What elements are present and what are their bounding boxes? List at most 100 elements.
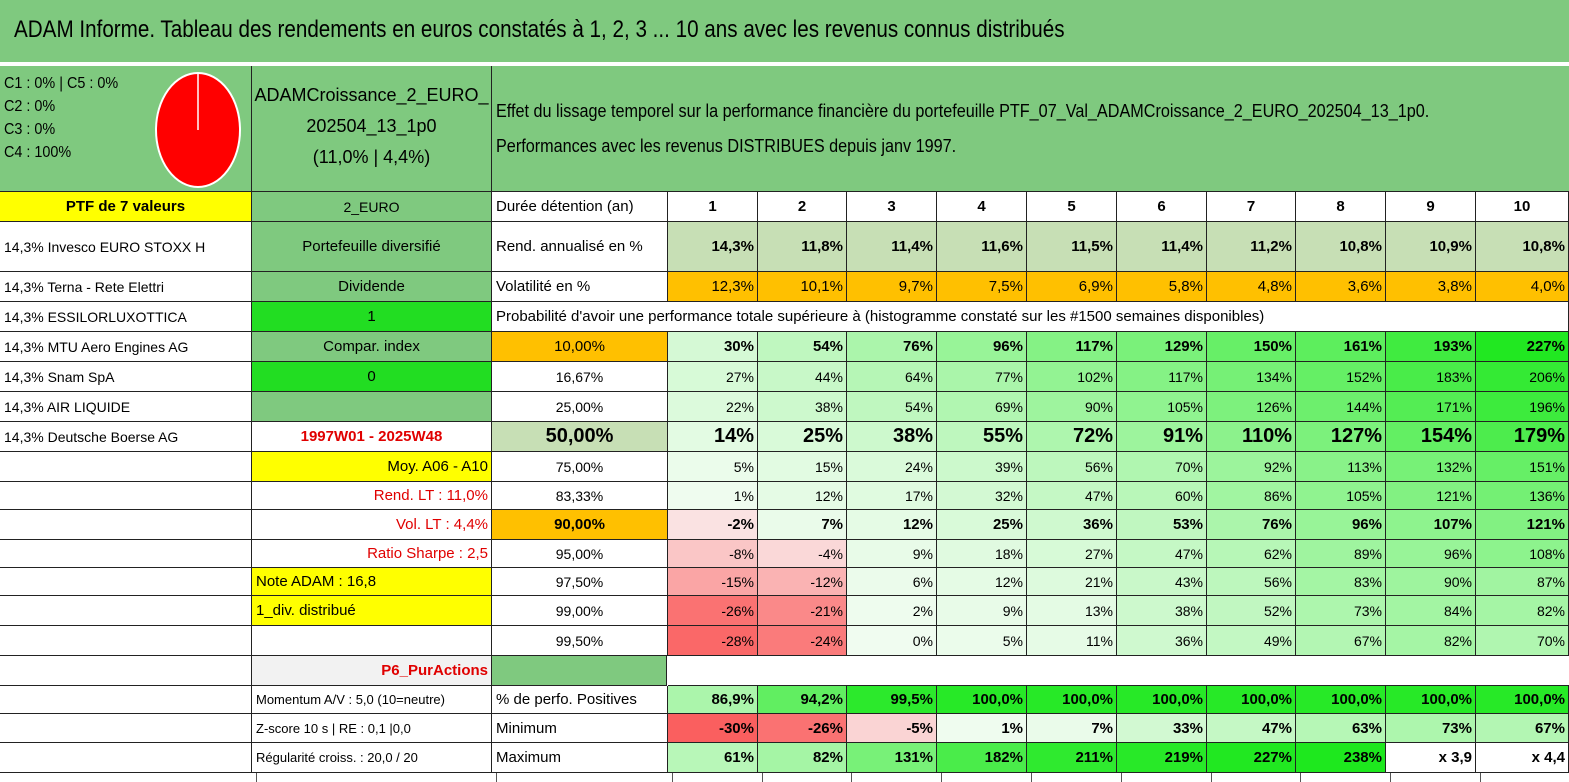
zscore-cell: Z-score 10 s | RE : 0,1 |0,0: [252, 714, 492, 743]
empty-green-cell: [492, 656, 667, 686]
prob-value: 107%: [1386, 510, 1476, 540]
momentum-cell: Momentum A/V : 5,0 (10=neutre): [252, 686, 492, 714]
empty-cell: [0, 743, 252, 773]
vol-value: 5,8%: [1117, 272, 1207, 302]
prob-value: 47%: [1117, 540, 1207, 568]
prob-value: 90%: [1386, 568, 1476, 596]
prob-value: -21%: [758, 596, 847, 626]
prob-value: 44%: [758, 362, 847, 392]
quantile-cell: 75,00%: [492, 452, 668, 482]
rend-value: 11,2%: [1207, 222, 1296, 272]
empty-cell: [0, 596, 252, 626]
maximum-value: 211%: [1027, 743, 1117, 773]
minimum-label: Minimum: [492, 714, 668, 743]
prob-value: 82%: [1386, 626, 1476, 656]
prob-value: 110%: [1207, 422, 1296, 452]
maximum-value: 182%: [937, 743, 1027, 773]
prob-value: 72%: [1027, 422, 1117, 452]
minimum-value: 47%: [1207, 714, 1296, 743]
row-border-tick: [1121, 773, 1122, 782]
year-header: 10: [1476, 192, 1569, 222]
minimum-value: -5%: [847, 714, 937, 743]
currency-cell: 2_EURO: [252, 192, 492, 222]
vol-value: 4,0%: [1476, 272, 1569, 302]
empty-green-cell: [252, 392, 492, 422]
prob-value: 127%: [1296, 422, 1386, 452]
prob-value: 105%: [1296, 482, 1386, 510]
prob-value: 89%: [1296, 540, 1386, 568]
prob-value: 5%: [668, 452, 758, 482]
rend-lt-cell: Rend. LT : 11,0%: [252, 482, 492, 510]
maximum-value: 131%: [847, 743, 937, 773]
prob-value: 67%: [1296, 626, 1386, 656]
prob-value: 32%: [937, 482, 1027, 510]
prob-value: -8%: [668, 540, 758, 568]
row-border-tick: [1211, 773, 1212, 782]
minimum-value: 33%: [1117, 714, 1207, 743]
prob-value: -28%: [668, 626, 758, 656]
allocation-pie-chart: [155, 72, 241, 188]
empty-cell: [0, 482, 252, 510]
prob-value: 86%: [1207, 482, 1296, 510]
rend-value: 11,6%: [937, 222, 1027, 272]
prob-value: 102%: [1027, 362, 1117, 392]
prob-value: 54%: [847, 392, 937, 422]
prob-value: 36%: [1117, 626, 1207, 656]
empty-cell: [0, 626, 252, 656]
year-header: 9: [1386, 192, 1476, 222]
minimum-value: -26%: [758, 714, 847, 743]
year-header: 2: [758, 192, 847, 222]
prob-value: 12%: [758, 482, 847, 510]
holding-row: 14,3% Invesco EURO STOXX H: [0, 222, 252, 272]
maximum-value: 61%: [668, 743, 758, 773]
vol-value: 3,6%: [1296, 272, 1386, 302]
empty-cell: [0, 452, 252, 482]
prob-value: 47%: [1027, 482, 1117, 510]
prob-value: 117%: [1117, 362, 1207, 392]
rend-value: 11,5%: [1027, 222, 1117, 272]
prob-value: 17%: [847, 482, 937, 510]
positive-value: 100,0%: [1207, 686, 1296, 714]
prob-value: -2%: [668, 510, 758, 540]
minimum-value: 67%: [1476, 714, 1569, 743]
compar-index-label-cell: Compar. index: [252, 332, 492, 362]
vol-value: 7,5%: [937, 272, 1027, 302]
minimum-value: 63%: [1296, 714, 1386, 743]
maximum-value: x 4,4: [1476, 743, 1569, 773]
prob-value: 76%: [1207, 510, 1296, 540]
prob-value: 52%: [1207, 596, 1296, 626]
allocation-line: C2 : 0%: [4, 98, 56, 115]
minimum-value: 7%: [1027, 714, 1117, 743]
positive-value: 100,0%: [1027, 686, 1117, 714]
prob-value: 206%: [1476, 362, 1569, 392]
allocation-box: C1 : 0% | C5 : 0% C2 : 0% C3 : 0% C4 : 100%: [0, 66, 252, 192]
minimum-value: 73%: [1386, 714, 1476, 743]
p6-cell: P6_PurActions: [252, 656, 492, 686]
note-adam-cell: Note ADAM : 16,8: [252, 568, 492, 596]
prob-value: 54%: [758, 332, 847, 362]
holding-row: 14,3% Deutsche Boerse AG: [0, 422, 252, 452]
prob-value: 84%: [1386, 596, 1476, 626]
dividend-value-cell: 1: [252, 302, 492, 332]
allocation-line: C1 : 0% | C5 : 0%: [4, 75, 119, 92]
positive-value: 100,0%: [1476, 686, 1569, 714]
duration-label: Durée détention (an): [492, 192, 668, 222]
prob-value: -26%: [668, 596, 758, 626]
prob-value: 13%: [1027, 596, 1117, 626]
prob-value: 25%: [937, 510, 1027, 540]
vol-value: 12,3%: [668, 272, 758, 302]
empty-cell: [0, 510, 252, 540]
prob-value: 25%: [758, 422, 847, 452]
empty-cell: [0, 686, 252, 714]
year-header: 1: [668, 192, 758, 222]
prob-value: 179%: [1476, 422, 1569, 452]
rend-label: Rend. annualisé en %: [492, 222, 668, 272]
sharpe-cell: Ratio Sharpe : 2,5: [252, 540, 492, 568]
year-header: 5: [1027, 192, 1117, 222]
prob-header: Probabilité d'avoir une performance tota…: [492, 302, 1569, 332]
positive-value: 100,0%: [937, 686, 1027, 714]
row-border-tick: [1480, 773, 1481, 782]
portfolio-type-cell: Portefeuille diversifié: [252, 222, 492, 272]
quantile-cell: 16,67%: [492, 362, 668, 392]
prob-value: 136%: [1476, 482, 1569, 510]
